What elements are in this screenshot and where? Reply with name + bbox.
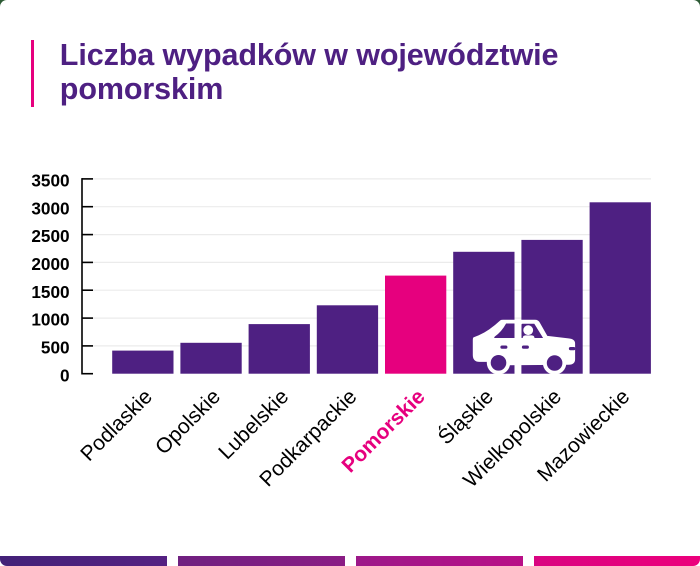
svg-text:500: 500 [41,338,70,358]
svg-text:3500: 3500 [31,171,69,191]
svg-text:0: 0 [60,365,70,385]
svg-text:2000: 2000 [31,254,69,274]
svg-text:Śląskie: Śląskie [433,384,498,449]
svg-text:2500: 2500 [31,226,69,246]
svg-text:1000: 1000 [31,310,69,330]
svg-text:Podlaskie: Podlaskie [76,385,157,466]
svg-text:1500: 1500 [31,282,69,302]
svg-text:3000: 3000 [31,198,69,218]
